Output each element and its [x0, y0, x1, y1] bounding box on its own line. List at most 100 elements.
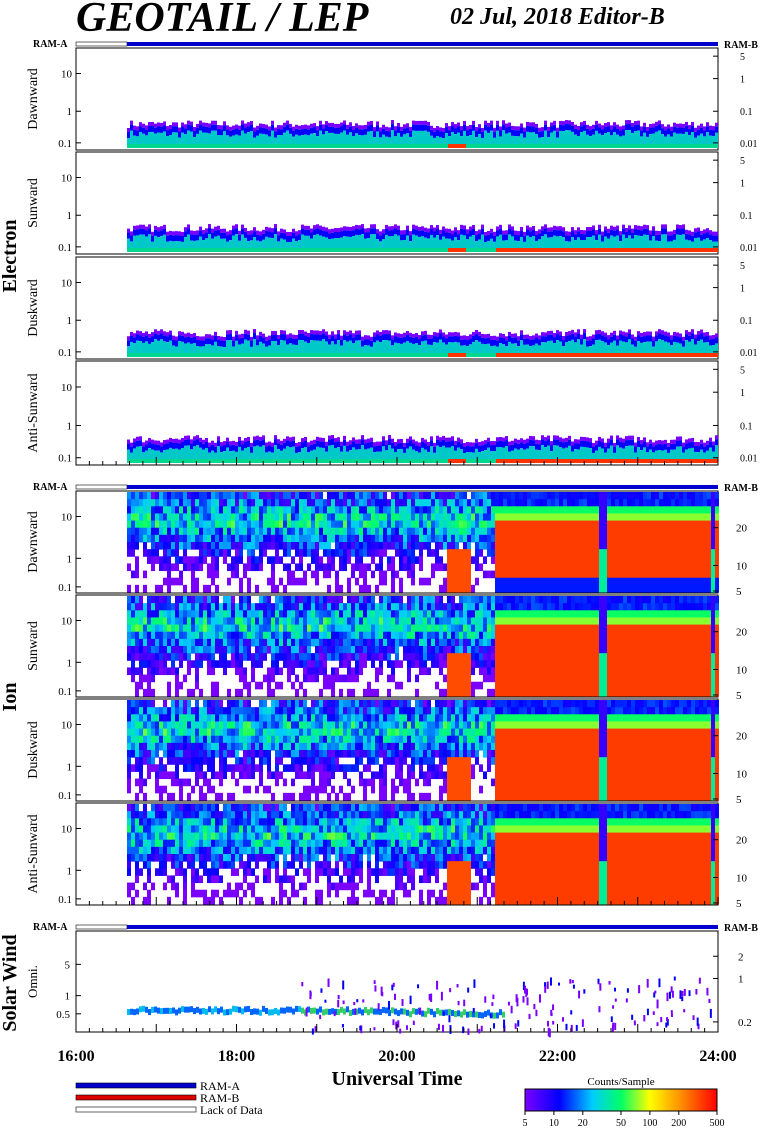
- spectrogram-cell: [568, 331, 571, 336]
- spectrogram-cell: [634, 336, 637, 341]
- spectrogram-cell: [130, 235, 133, 242]
- spectrogram-cell: [571, 231, 574, 238]
- spectrogram-cell: [463, 527, 467, 536]
- spectrogram-cell: [664, 130, 667, 137]
- spectrogram-cell: [202, 459, 205, 463]
- spectrogram-cell: [703, 144, 706, 148]
- spectrogram-cell: [523, 344, 526, 353]
- spectrogram-cell: [603, 556, 607, 564]
- spectrogram-cell: [567, 549, 571, 557]
- spectrogram-cell: [430, 125, 433, 130]
- spectrogram-cell: [148, 125, 151, 132]
- spectrogram-cell: [538, 440, 541, 445]
- spectrogram-cell: [275, 542, 279, 550]
- spectrogram-cell: [463, 335, 466, 340]
- spectrogram-cell: [487, 447, 490, 459]
- spectrogram-cell: [316, 136, 319, 144]
- spectrogram-cell: [491, 556, 495, 564]
- right-tick-label: 0.01: [740, 139, 758, 150]
- spectrogram-cell: [241, 224, 244, 229]
- spectrogram-cell: [685, 459, 688, 463]
- spectrogram-cell: [255, 563, 259, 572]
- spectrogram-cell: [439, 233, 442, 240]
- spectrogram-cell: [166, 336, 169, 343]
- spectrogram-cell: [649, 459, 652, 463]
- spectrogram-cell: [379, 499, 383, 507]
- spectrogram-cell: [523, 449, 526, 459]
- spectrogram-cell: [697, 442, 700, 447]
- spectrogram-cell: [267, 534, 271, 543]
- spectrogram-cell: [595, 492, 599, 500]
- spectrogram-cell: [589, 340, 592, 347]
- spectrogram-cell: [655, 230, 658, 235]
- spectrogram-cell: [568, 435, 571, 440]
- spectrogram-cell: [367, 339, 370, 346]
- spectrogram-cell: [574, 134, 577, 144]
- spectrogram-cell: [262, 248, 265, 252]
- spectrogram-cell: [715, 333, 718, 338]
- spectrogram-cell: [371, 549, 375, 557]
- spectrogram-cell: [379, 235, 382, 242]
- spectrogram-cell: [539, 513, 543, 522]
- spectrogram-cell: [226, 144, 229, 148]
- spectrogram-cell: [676, 133, 679, 144]
- spectrogram-cell: [646, 335, 649, 342]
- spectrogram-cell: [598, 436, 601, 441]
- spectrogram-cell: [451, 520, 455, 529]
- spectrogram-cell: [517, 136, 520, 144]
- spectrogram-cell: [433, 231, 436, 238]
- spectrogram-cell: [634, 340, 637, 347]
- spectrogram-cell: [571, 227, 574, 232]
- spectrogram-cell: [214, 331, 217, 336]
- spectrogram-cell: [531, 570, 535, 579]
- spectrogram-cell: [157, 444, 160, 451]
- spectrogram-cell: [301, 448, 304, 459]
- spectrogram-cell: [550, 445, 553, 452]
- spectrogram-cell: [706, 353, 709, 357]
- spectrogram-cell: [160, 353, 163, 357]
- spectrogram-cell: [157, 126, 160, 133]
- spectrogram-cell: [679, 520, 683, 529]
- spectrogram-cell: [475, 527, 479, 536]
- spectrogram-cell: [418, 345, 421, 353]
- spectrogram-cell: [577, 237, 580, 248]
- spectrogram-cell: [291, 492, 295, 500]
- spectrogram-cell: [155, 520, 159, 529]
- spectrogram-cell: [520, 123, 523, 128]
- spectrogram-cell: [142, 144, 145, 148]
- spectrogram-cell: [471, 534, 475, 543]
- spectrogram-cell: [622, 135, 625, 144]
- spectrogram-cell: [421, 335, 424, 342]
- spectrogram-cell: [289, 144, 292, 148]
- spectrogram-cell: [409, 241, 412, 248]
- spectrogram-cell: [325, 335, 328, 342]
- spectrogram-cell: [191, 570, 195, 579]
- spectrogram-cell: [503, 570, 507, 579]
- spectrogram-cell: [611, 513, 615, 522]
- spectrogram-cell: [373, 442, 376, 447]
- spectrogram-cell: [310, 123, 313, 128]
- spectrogram-cell: [442, 144, 445, 148]
- spectrogram-cell: [479, 542, 483, 550]
- spectrogram-cell: [274, 459, 277, 463]
- spectrogram-cell: [244, 438, 247, 443]
- spectrogram-cell: [163, 440, 166, 445]
- spectrogram-cell: [631, 338, 634, 345]
- spectrogram-cell: [547, 513, 551, 522]
- left-tick-label: 0.1: [58, 453, 72, 465]
- spectrogram-cell: [599, 506, 603, 514]
- spectrogram-cell: [454, 231, 457, 238]
- spectrogram-cell: [205, 338, 208, 345]
- spectrogram-cell: [443, 527, 447, 536]
- spectrogram-cell: [325, 131, 328, 144]
- spectrogram-cell: [442, 332, 445, 337]
- spectrogram-cell: [535, 527, 539, 536]
- spectrogram-cell: [511, 513, 515, 522]
- spectrogram-cell: [495, 549, 499, 557]
- spectrogram-cell: [611, 563, 615, 572]
- spectrogram-cell: [541, 226, 544, 231]
- spectrogram-cell: [496, 346, 499, 353]
- spectrogram-cell: [599, 542, 603, 550]
- spectrogram-cell: [595, 534, 599, 543]
- spectrogram-cell: [562, 144, 565, 148]
